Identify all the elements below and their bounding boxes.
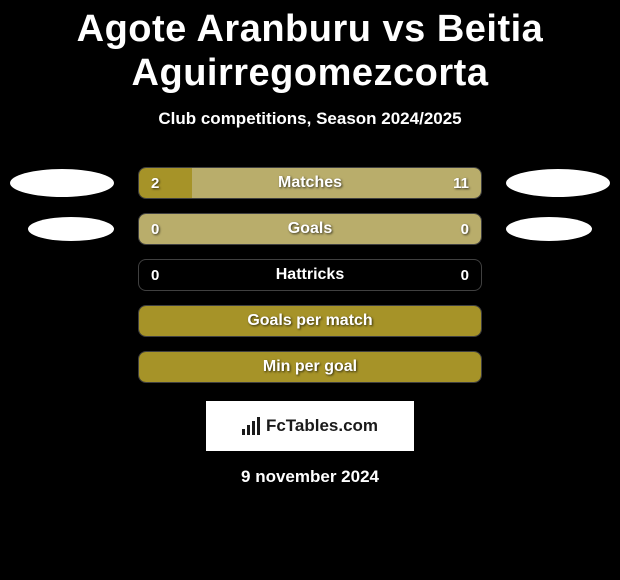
- stat-label: Hattricks: [139, 260, 481, 290]
- stat-row: 211Matches: [0, 167, 620, 199]
- stats-rows: 211Matches 00Goals 00Hattricks Goals per ma…: [0, 167, 620, 383]
- stat-bar: Goals per match: [138, 305, 482, 337]
- stat-label: Goals per match: [139, 306, 481, 336]
- stat-bar: 211Matches: [138, 167, 482, 199]
- chart-title: Agote Aranburu vs Beitia Aguirregomezcor…: [0, 0, 620, 95]
- bar-chart-icon: [242, 417, 260, 435]
- player-oval-right: [506, 217, 592, 241]
- player-oval-left: [28, 217, 114, 241]
- stat-label: Goals: [139, 214, 481, 244]
- footer-branding: FcTables.com: [206, 401, 414, 451]
- chart-date: 9 november 2024: [0, 467, 620, 487]
- stat-bar: Min per goal: [138, 351, 482, 383]
- stat-row: Goals per match: [0, 305, 620, 337]
- player-oval-right: [506, 169, 610, 197]
- stat-bar: 00Goals: [138, 213, 482, 245]
- stat-label: Min per goal: [139, 352, 481, 382]
- player-oval-left: [10, 169, 114, 197]
- stat-label: Matches: [139, 168, 481, 198]
- stat-bar: 00Hattricks: [138, 259, 482, 291]
- footer-label: FcTables.com: [266, 416, 378, 436]
- chart-subtitle: Club competitions, Season 2024/2025: [0, 109, 620, 129]
- stat-row: 00Goals: [0, 213, 620, 245]
- stat-row: Min per goal: [0, 351, 620, 383]
- stat-row: 00Hattricks: [0, 259, 620, 291]
- comparison-chart: Agote Aranburu vs Beitia Aguirregomezcor…: [0, 0, 620, 580]
